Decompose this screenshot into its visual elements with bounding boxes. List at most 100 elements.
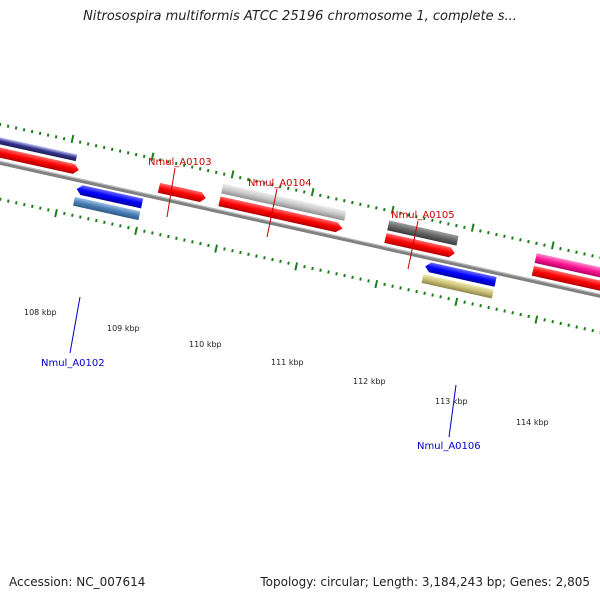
minor-tick bbox=[214, 170, 218, 175]
major-tick bbox=[54, 209, 58, 218]
minor-tick bbox=[287, 261, 290, 265]
gene-label-nmul-a0105[interactable]: Nmul_A0105 bbox=[391, 210, 455, 221]
minor-tick bbox=[286, 186, 290, 191]
minor-tick bbox=[567, 248, 570, 253]
minor-tick bbox=[367, 204, 370, 208]
minor-tick bbox=[359, 202, 362, 206]
minor-tick bbox=[343, 273, 346, 278]
major-tick bbox=[534, 315, 539, 324]
minor-tick bbox=[327, 195, 330, 199]
gene-label-nmul-a0106[interactable]: Nmul_A0106 bbox=[417, 441, 481, 452]
feature-nmul-a0103-cds[interactable] bbox=[157, 182, 207, 203]
feature-nmul-a0102-gene[interactable] bbox=[73, 196, 141, 221]
minor-tick bbox=[127, 225, 130, 230]
minor-tick bbox=[559, 246, 562, 251]
minor-tick bbox=[95, 218, 98, 223]
feature-nmul-a0105-cds[interactable] bbox=[384, 233, 455, 258]
minor-tick bbox=[335, 272, 338, 276]
minor-tick bbox=[495, 307, 498, 311]
minor-tick bbox=[142, 154, 146, 159]
scale-label: 114 kbp bbox=[516, 418, 549, 427]
minor-tick bbox=[46, 133, 50, 137]
minor-tick bbox=[415, 215, 418, 219]
minor-tick bbox=[551, 320, 554, 324]
minor-tick bbox=[519, 238, 522, 242]
scale-labels: 108 kbp 109 kbp 110 kbp 111 kbp 112 kbp … bbox=[24, 308, 549, 427]
major-tick bbox=[470, 223, 475, 232]
minor-tick bbox=[231, 249, 234, 253]
minor-tick bbox=[175, 236, 178, 240]
minor-tick bbox=[238, 175, 242, 180]
feature-right-gene[interactable] bbox=[534, 253, 600, 283]
minor-tick bbox=[0, 197, 2, 201]
feature-offscreen-left-cds[interactable] bbox=[0, 144, 80, 175]
minor-tick bbox=[294, 188, 298, 192]
major-tick bbox=[294, 262, 299, 271]
minor-tick bbox=[222, 172, 226, 176]
minor-tick bbox=[190, 165, 194, 169]
feature-nmul-a0106-gene[interactable] bbox=[421, 274, 494, 299]
minor-tick bbox=[103, 220, 106, 224]
gene-label-nmul-a0104[interactable]: Nmul_A0104 bbox=[248, 178, 312, 189]
minor-tick bbox=[351, 200, 354, 205]
minor-tick bbox=[38, 131, 42, 135]
feature-nmul-a0104-gene[interactable] bbox=[221, 183, 347, 221]
feature-nmul-a0105-gene[interactable] bbox=[387, 220, 459, 246]
minor-tick bbox=[487, 305, 490, 310]
leader-line bbox=[407, 220, 419, 270]
feature-nmul-a0102-cds[interactable] bbox=[76, 184, 144, 209]
minor-tick bbox=[278, 184, 282, 189]
minor-tick bbox=[415, 289, 418, 294]
minor-tick bbox=[455, 223, 458, 228]
minor-tick bbox=[479, 304, 482, 308]
scale-label: 113 kbp bbox=[435, 397, 468, 406]
minor-tick bbox=[495, 232, 498, 237]
minor-tick bbox=[247, 252, 250, 256]
feature-nmul-a0106-cds[interactable] bbox=[424, 261, 497, 287]
minor-tick bbox=[447, 296, 450, 301]
minor-tick bbox=[239, 250, 242, 255]
minor-tick bbox=[30, 129, 34, 134]
scale-label: 109 kbp bbox=[107, 324, 140, 333]
leader-line bbox=[166, 167, 176, 218]
minor-tick bbox=[359, 277, 362, 281]
minor-tick bbox=[39, 206, 42, 210]
major-tick bbox=[374, 280, 379, 289]
major-tick bbox=[150, 152, 155, 161]
minor-tick bbox=[118, 149, 122, 153]
minor-tick bbox=[167, 234, 170, 239]
gene-label-nmul-a0103[interactable]: Nmul_A0103 bbox=[148, 157, 212, 168]
minor-tick bbox=[54, 135, 58, 139]
minor-tick bbox=[519, 312, 522, 317]
minor-tick bbox=[63, 211, 66, 216]
minor-tick bbox=[79, 215, 82, 219]
minor-tick bbox=[423, 216, 426, 221]
minor-tick bbox=[143, 229, 146, 233]
minor-tick bbox=[22, 128, 26, 132]
minor-tick bbox=[303, 190, 306, 194]
minor-tick bbox=[583, 252, 586, 256]
minor-tick bbox=[327, 270, 330, 274]
scale-label: 112 kbp bbox=[353, 377, 386, 386]
minor-tick bbox=[23, 202, 26, 207]
feature-nmul-a0104-cds[interactable] bbox=[218, 196, 343, 233]
minor-tick bbox=[383, 207, 386, 212]
feature-offscreen-left-gene[interactable] bbox=[0, 134, 78, 162]
leader-line bbox=[266, 188, 278, 238]
minor-tick bbox=[6, 124, 10, 128]
minor-tick bbox=[527, 314, 530, 319]
minor-tick bbox=[319, 268, 322, 272]
minor-tick bbox=[431, 293, 434, 297]
minor-tick bbox=[399, 211, 402, 215]
minor-tick bbox=[254, 179, 258, 183]
minor-tick bbox=[303, 265, 306, 269]
feature-right-cds[interactable] bbox=[531, 265, 600, 296]
chromosome-backbone-highlight bbox=[0, 157, 600, 310]
minor-tick bbox=[511, 236, 514, 240]
minor-tick bbox=[270, 183, 274, 187]
gene-label-nmul-a0102[interactable]: Nmul_A0102 bbox=[41, 358, 105, 369]
minor-tick bbox=[575, 250, 578, 254]
map-track-group bbox=[0, 122, 600, 335]
minor-tick bbox=[399, 286, 402, 290]
